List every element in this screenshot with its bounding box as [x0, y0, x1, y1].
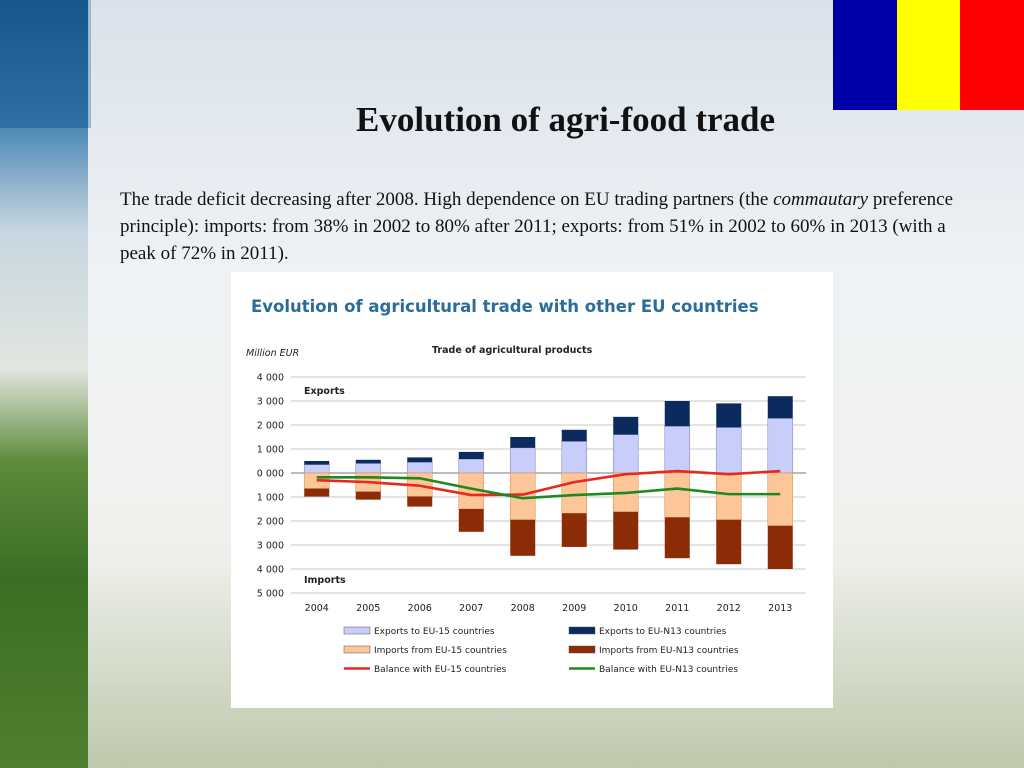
imports-label: Imports — [304, 575, 346, 586]
y-tick-label: 4 000 — [257, 565, 284, 576]
bar-imports-eun13 — [664, 517, 690, 559]
x-tick-label: 2012 — [717, 603, 741, 614]
legend-label: Exports to EU-N13 countries — [599, 627, 727, 637]
trade-chart: Evolution of agricultural trade with oth… — [246, 297, 806, 675]
y-axis: 4 000 3 000 2 000 1 000 0 000 1 000 2 000 3 000… — [257, 373, 284, 600]
slide-title: Evolution of agri-food trade — [356, 100, 776, 139]
x-tick-label: 2004 — [305, 603, 329, 614]
bar-imports-eu15 — [767, 472, 794, 527]
bar-exports-eu15 — [509, 447, 536, 474]
legend-label: Exports to EU-15 countries — [374, 627, 495, 637]
bar-exports-eun13 — [767, 396, 793, 419]
y-tick-label: 2 000 — [257, 517, 284, 528]
bar-imports-eun13 — [561, 513, 587, 547]
bar-exports-eu15 — [561, 441, 588, 474]
chart-title: Trade of agricultural products — [432, 345, 593, 356]
x-tick-label: 2007 — [459, 603, 483, 614]
x-axis: 2004 2005 2006 2007 2008 2009 2010 2011 2012 2013 — [305, 603, 793, 614]
legend-label: Imports from EU-15 countries — [374, 646, 507, 656]
legend-swatch — [568, 626, 596, 635]
bar-imports-eun13 — [767, 525, 793, 569]
bar-exports-eu15 — [767, 417, 794, 474]
left-blue-band — [0, 0, 91, 128]
bar-exports-eun13 — [304, 461, 330, 465]
left-photo-strip — [0, 0, 91, 768]
bar-imports-eu15 — [561, 472, 588, 514]
y-tick-label: 1 000 — [257, 493, 284, 504]
y-tick-label: 4 000 — [257, 373, 284, 384]
bar-imports-eun13 — [407, 496, 433, 507]
body-text-lead: The trade deficit decreasing after 2008.… — [120, 189, 774, 210]
bar-imports-eun13 — [510, 519, 536, 556]
bar-exports-eu15 — [664, 425, 691, 474]
body-text-italic: commautary — [773, 189, 869, 210]
bar-exports-eu15 — [406, 461, 433, 474]
legend-label: Imports from EU-N13 countries — [599, 646, 739, 656]
bar-imports-eun13 — [613, 511, 639, 550]
y-tick-label: 5 000 — [257, 589, 284, 600]
bar-imports-eun13 — [716, 519, 742, 565]
legend: Exports to EU-15 countries Exports to EU-… — [343, 626, 739, 675]
bar-exports-eu15 — [355, 463, 382, 474]
romanian-flag — [833, 0, 1024, 110]
flag-blue-stripe — [833, 0, 897, 110]
balance-lines — [316, 469, 781, 500]
bar-imports-eun13 — [304, 488, 330, 497]
bar-exports-eun13 — [510, 437, 536, 448]
bar-exports-eu15 — [458, 458, 485, 474]
bar-exports-eun13 — [458, 451, 484, 460]
y-tick-label: 3 000 — [257, 541, 284, 552]
bar-exports-eun13 — [613, 416, 639, 435]
x-tick-label: 2009 — [562, 603, 586, 614]
bar-exports-eun13 — [664, 401, 690, 427]
line-balance-eun13 — [316, 476, 781, 500]
legend-swatch — [343, 645, 371, 654]
x-tick-label: 2006 — [408, 603, 432, 614]
x-tick-label: 2005 — [356, 603, 380, 614]
flag-red-stripe — [960, 0, 1024, 110]
chart-heading: Evolution of agricultural trade with oth… — [251, 297, 759, 316]
bar-imports-eu15 — [664, 472, 691, 518]
flag-yellow-stripe — [896, 0, 961, 110]
line-balance-eu15 — [316, 469, 781, 497]
legend-label: Balance with EU-N13 countries — [599, 665, 738, 675]
bar-exports-eun13 — [355, 459, 381, 464]
y-tick-label: 2 000 — [257, 421, 284, 432]
legend-swatch — [343, 626, 371, 635]
chart-panel: Evolution of agricultural trade with oth… — [231, 272, 833, 708]
y-tick-label: 0 000 — [257, 469, 284, 480]
x-tick-label: 2008 — [511, 603, 535, 614]
bar-exports-eu15 — [715, 427, 742, 474]
slide-body-text: The trade deficit decreasing after 2008.… — [120, 186, 970, 267]
legend-swatch — [568, 645, 596, 654]
bar-exports-eu15 — [303, 464, 330, 474]
legend-label: Balance with EU-15 countries — [374, 665, 507, 675]
bar-exports-eun13 — [407, 457, 433, 463]
bar-imports-eun13 — [458, 509, 484, 532]
bar-exports-eun13 — [561, 429, 587, 442]
bars — [303, 396, 794, 569]
bar-imports-eu15 — [715, 472, 742, 521]
bar-exports-eu15 — [612, 434, 639, 474]
y-tick-label: 3 000 — [257, 397, 284, 408]
bar-imports-eun13 — [355, 491, 381, 500]
unit-label: Million EUR — [246, 348, 299, 359]
x-tick-label: 2013 — [768, 603, 792, 614]
y-tick-label: 1 000 — [257, 445, 284, 456]
body-text-tail: preference principle): imports: from 38%… — [120, 189, 954, 264]
exports-label: Exports — [304, 386, 345, 397]
bar-exports-eun13 — [716, 403, 742, 428]
x-tick-label: 2010 — [614, 603, 638, 614]
x-tick-label: 2011 — [665, 603, 689, 614]
